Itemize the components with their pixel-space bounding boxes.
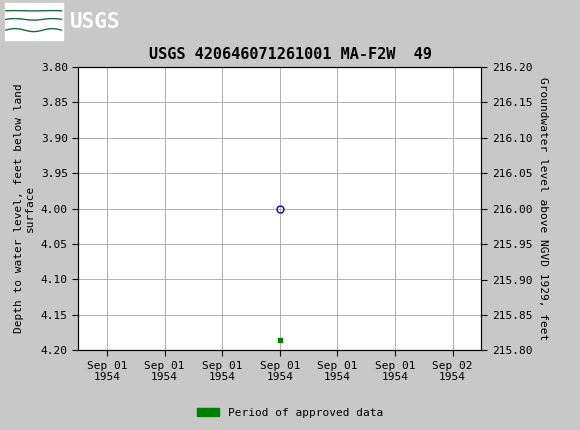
Text: USGS 420646071261001 MA-F2W  49: USGS 420646071261001 MA-F2W 49	[148, 47, 432, 62]
Legend: Period of approved data: Period of approved data	[193, 403, 387, 422]
Y-axis label: Depth to water level, feet below land
surface: Depth to water level, feet below land su…	[14, 84, 35, 333]
Bar	[5, 3, 63, 40]
Text: USGS: USGS	[70, 12, 120, 31]
Y-axis label: Groundwater level above NGVD 1929, feet: Groundwater level above NGVD 1929, feet	[538, 77, 548, 340]
